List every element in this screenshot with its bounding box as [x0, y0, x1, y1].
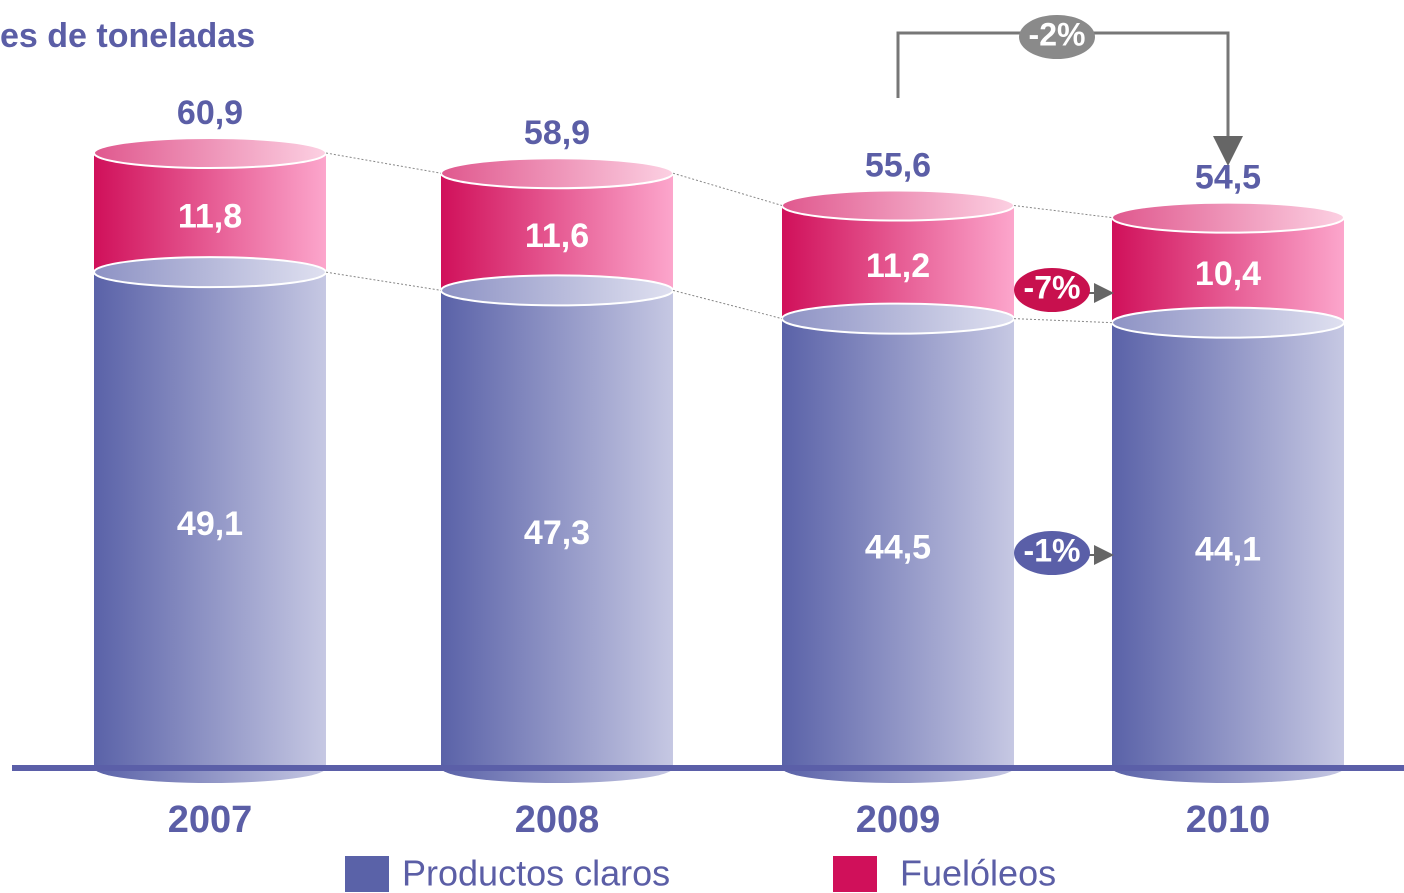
chart-title: es de toneladas: [0, 17, 255, 55]
annotation-badge: [1019, 15, 1095, 59]
value-label: 11,6: [525, 217, 589, 255]
connector: [672, 172, 783, 206]
value-label: 10,4: [1195, 255, 1261, 293]
connector: [1013, 318, 1113, 324]
bar-segment: [1112, 322, 1344, 783]
legend-swatch: [833, 856, 877, 892]
connector: [1013, 205, 1113, 219]
annotation-badge: [1014, 531, 1090, 575]
value-label: 49,1: [177, 505, 243, 543]
bar-segment: [441, 173, 673, 306]
bar-segment: [782, 205, 1014, 334]
x-tick-label: 2009: [856, 799, 941, 841]
annotation-badge: [1014, 268, 1090, 312]
connector: [325, 152, 442, 174]
cylinder-top: [781, 302, 1015, 335]
bar-segment: [94, 272, 326, 783]
connector: [325, 271, 442, 291]
legend-label: Fuelóleos: [900, 853, 1056, 893]
legend-label: Productos claros: [402, 853, 670, 893]
x-tick-label: 2008: [515, 799, 600, 841]
value-label: 11,2: [866, 247, 930, 285]
value-label: 47,3: [524, 514, 590, 552]
bar-segment: [94, 153, 326, 288]
total-label: 60,9: [177, 94, 243, 132]
annotation: -7%: [1024, 269, 1081, 305]
value-label: 11,8: [178, 198, 242, 236]
bar-segment: [1112, 217, 1344, 338]
value-label: 44,1: [1195, 530, 1261, 568]
annotation: -1%: [1024, 532, 1081, 568]
cylinder-top: [93, 256, 327, 289]
cylinder-top: [440, 157, 674, 190]
total-label: 55,6: [865, 146, 931, 184]
bar-segment: [782, 318, 1014, 783]
value-label: 44,5: [865, 528, 931, 566]
cylinder-top: [1111, 306, 1345, 339]
cylinder-top: [781, 189, 1015, 222]
bar-segment: [441, 290, 673, 783]
annotation: -2%: [1029, 16, 1086, 52]
cylinder-top: [1111, 201, 1345, 234]
x-tick-label: 2010: [1186, 799, 1271, 841]
total-label: 54,5: [1195, 159, 1261, 197]
cylinder-top: [440, 274, 674, 307]
legend-swatch: [345, 856, 389, 892]
connector: [672, 289, 783, 320]
cylinder-top: [93, 137, 327, 169]
x-tick-label: 2007: [168, 799, 253, 841]
total-label: 58,9: [524, 114, 590, 152]
